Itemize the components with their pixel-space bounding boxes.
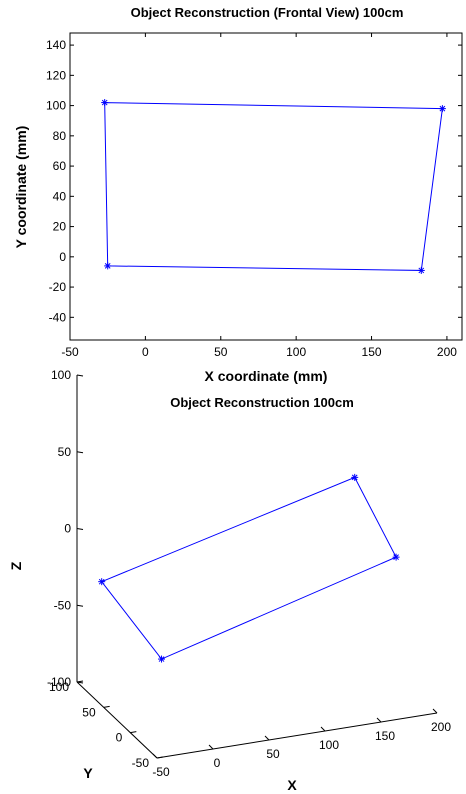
frontal-view-chart: Object Reconstruction (Frontal View) 100… — [13, 5, 463, 384]
chart1-xtick-label: 150 — [362, 345, 382, 359]
chart2-data-point — [158, 655, 166, 663]
chart2-title: Object Reconstruction 100cm — [170, 395, 354, 410]
chart1-ytick-label: 100 — [46, 99, 66, 113]
chart1-title: Object Reconstruction (Frontal View) 100… — [131, 5, 404, 20]
chart1-ytick-label: -40 — [49, 310, 67, 324]
chart1-data-point-stroke — [439, 105, 446, 112]
chart2-ytick-label: 50 — [82, 705, 96, 719]
chart1-xtick-label: 0 — [142, 345, 149, 359]
chart1-plot-area — [69, 32, 463, 341]
chart2-xtick-label: 200 — [431, 720, 451, 734]
chart2-data-point — [351, 473, 359, 481]
chart2-ztick-label: 0 — [64, 522, 71, 536]
chart1-xtick-label: -50 — [61, 345, 79, 359]
chart2-ztick-label: 50 — [58, 445, 72, 459]
chart2-ytick — [156, 756, 164, 759]
chart2-ytick-label: 0 — [116, 731, 123, 745]
chart2-xtick — [376, 717, 382, 723]
chart2-xtick-label: 150 — [375, 729, 395, 743]
chart2-zlabel: Z — [8, 561, 24, 570]
chart2-ztick — [76, 528, 84, 530]
chart2-ztick — [76, 681, 84, 684]
chart2-ztick-label: -50 — [54, 598, 72, 612]
chart2-ztick — [76, 604, 84, 607]
chart2-data-point-stroke — [98, 578, 105, 585]
chart1-data-point — [438, 105, 446, 113]
chart2-ztick — [76, 451, 84, 454]
chart1-xlabel: X coordinate (mm) — [205, 368, 328, 384]
chart2-xtick — [208, 744, 214, 750]
chart2-data-point — [98, 578, 106, 586]
chart2-xtick-label: -50 — [152, 765, 170, 779]
chart1-xtick-label: 200 — [437, 345, 457, 359]
chart2-ytick-label: -50 — [132, 756, 150, 770]
chart1-ytick-label: 120 — [46, 68, 66, 82]
chart1-xtick-label: 50 — [214, 345, 228, 359]
chart1-data-point — [417, 266, 425, 274]
chart1-data-point — [101, 99, 109, 107]
chart2-xtick — [264, 735, 270, 741]
chart2-xtick — [152, 753, 158, 759]
chart2-x-axis-line — [156, 712, 438, 759]
chart2-xtick-label: 0 — [214, 756, 221, 770]
chart2-xtick-label: 50 — [266, 747, 280, 761]
chart2-xtick — [320, 726, 326, 732]
chart1-data-point-stroke — [104, 263, 111, 269]
chart1-data-point-stroke — [101, 99, 108, 106]
chart1-ytick-label: 60 — [53, 159, 67, 173]
chart2-data-point-stroke — [158, 656, 165, 662]
chart2-ylabel: Y — [83, 765, 93, 781]
chart2-data-point — [392, 553, 400, 561]
chart1-ytick-label: 0 — [59, 250, 66, 264]
chart2-xlabel: X — [287, 777, 297, 793]
chart2-ytick — [103, 705, 110, 708]
chart2-ztick-label: 100 — [51, 368, 71, 382]
chart2-data-point-stroke — [351, 474, 358, 481]
chart1-ytick-label: 140 — [46, 38, 66, 52]
chart2-xtick — [432, 708, 438, 714]
chart1-ylabel: Y coordinate (mm) — [13, 126, 29, 249]
chart1-ytick-label: 40 — [53, 189, 67, 203]
chart1-ytick-label: 80 — [53, 129, 67, 143]
chart1-data-point-stroke — [418, 267, 425, 274]
chart2-ytick-label: 100 — [49, 680, 69, 694]
chart1-xtick-label: 100 — [286, 345, 306, 359]
chart2-ztick — [76, 374, 84, 377]
chart1-ytick-label: 20 — [53, 220, 67, 234]
chart2-ytick — [130, 731, 137, 734]
chart1-data-point — [104, 262, 112, 270]
chart2-y-axis-line — [76, 681, 158, 759]
chart2-xtick-label: 100 — [319, 738, 339, 752]
chart1-ytick-label: -20 — [49, 280, 67, 294]
chart2-ztick-label: -100 — [47, 675, 71, 689]
chart2-data-point-stroke — [393, 554, 399, 560]
chart2-series-line — [101, 476, 397, 660]
